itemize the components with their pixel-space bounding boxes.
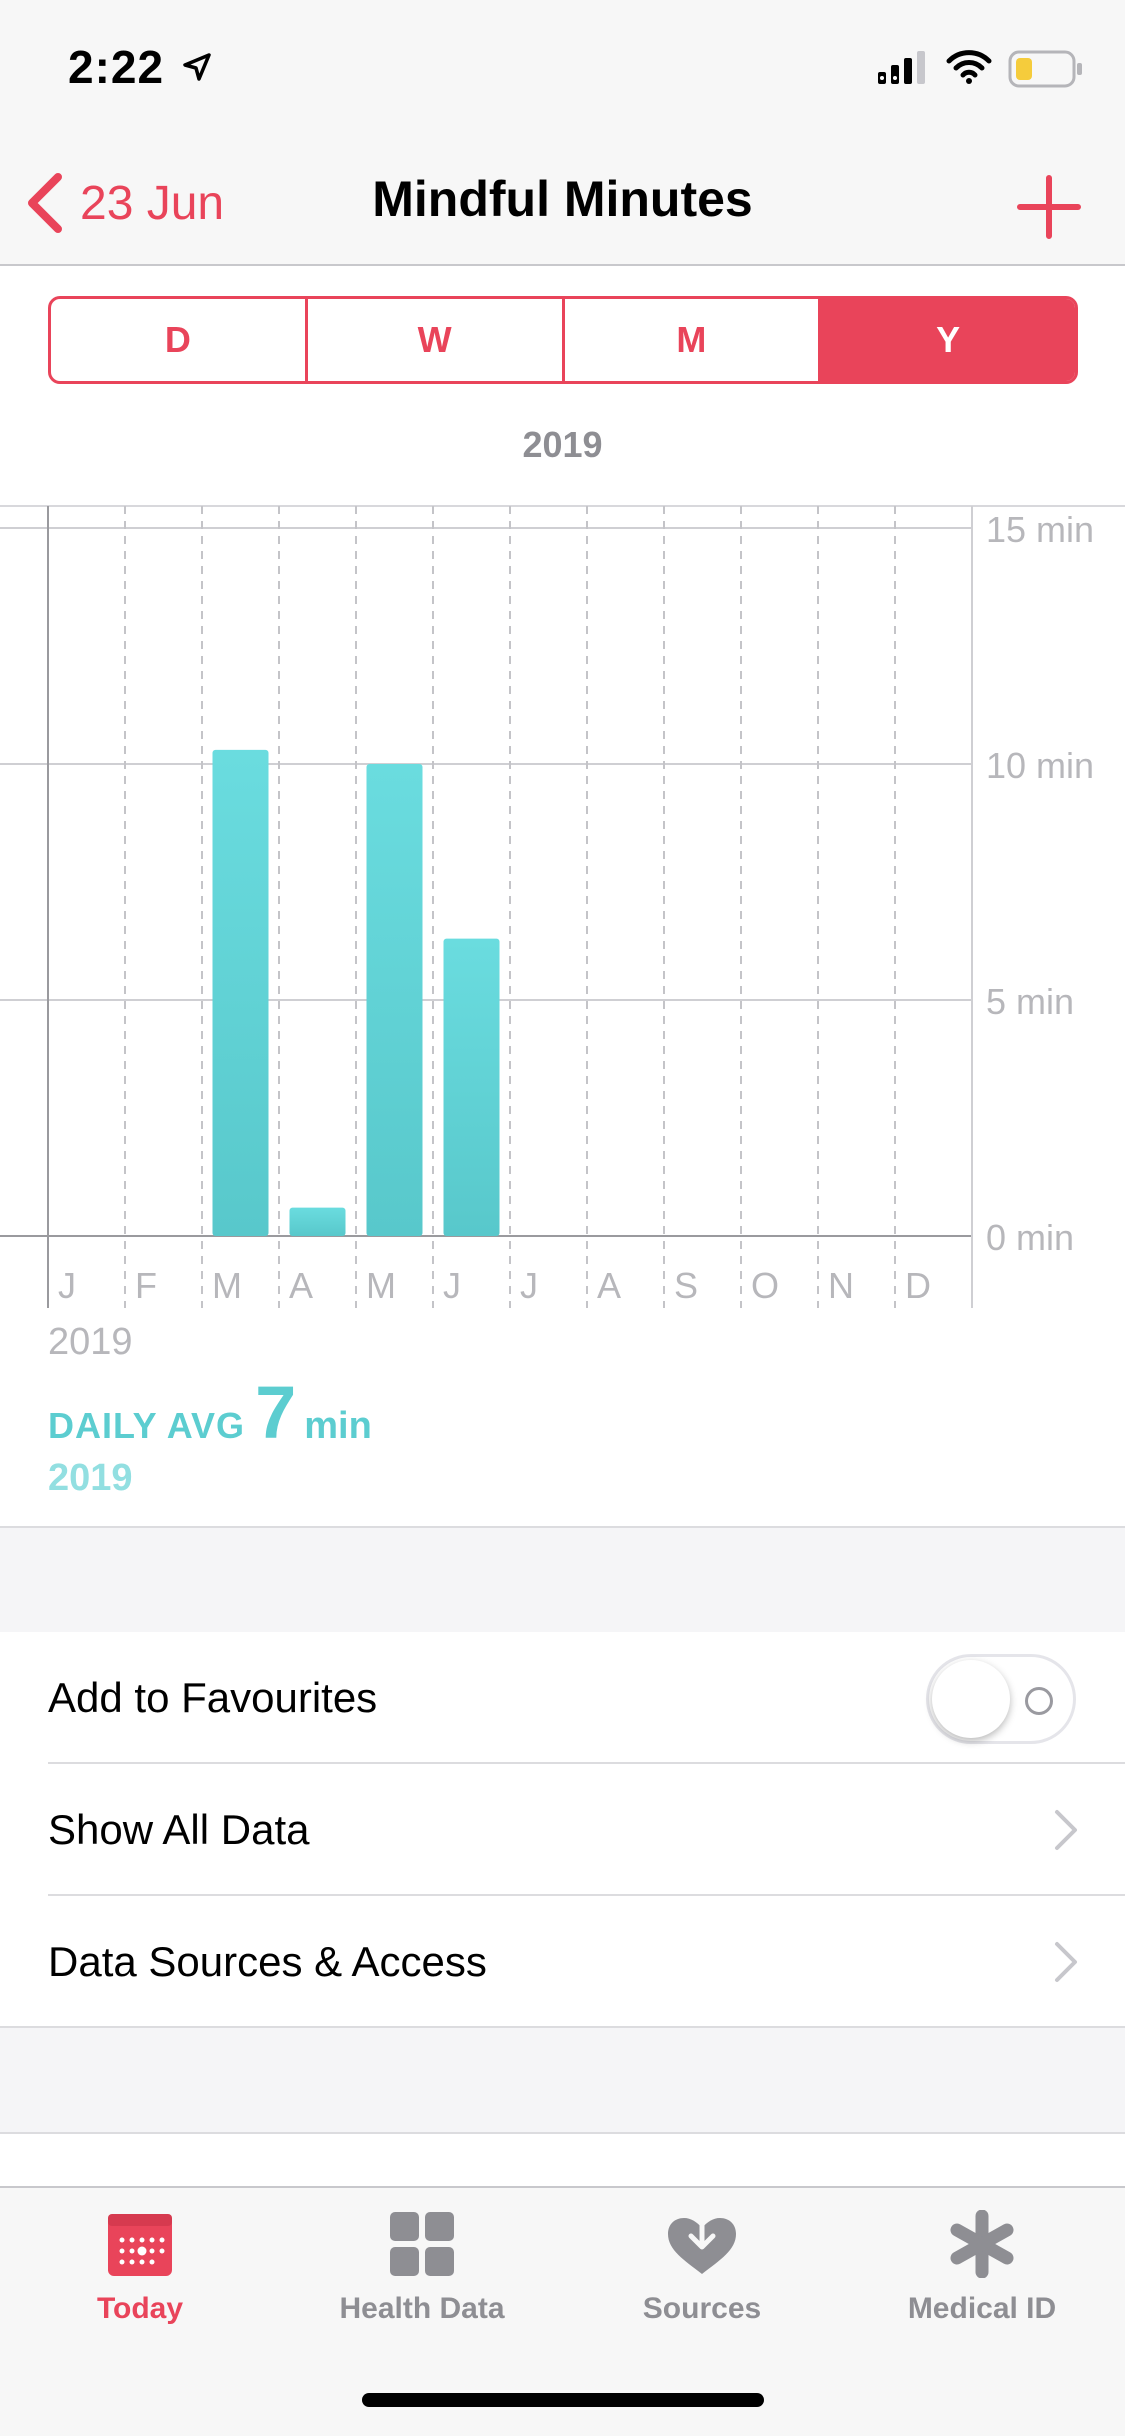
favourites-label: Add to Favourites [48, 1674, 378, 1721]
data-sources-row[interactable]: Data Sources & Access [0, 1896, 1125, 2028]
bar-5 [366, 764, 423, 1236]
battery-icon [1008, 50, 1082, 88]
section-separator [0, 1526, 1125, 1634]
time-range-segmented-control: D W M Y [48, 296, 1078, 384]
options-list: Add to Favourites Show All Data Data Sou… [0, 1632, 1125, 2028]
daily-avg-label: DAILY AVG [48, 1405, 246, 1446]
toggle-off-indicator-icon [1025, 1687, 1053, 1715]
daily-avg-year: 2019 [48, 1457, 133, 1499]
tab-today[interactable]: Today [10, 2210, 270, 2326]
data-sources-label: Data Sources & Access [48, 1938, 487, 1985]
home-indicator [362, 2393, 764, 2407]
back-button[interactable]: 23 Jun [24, 168, 224, 238]
x-tick-label: J [58, 1265, 76, 1306]
bar-6 [443, 938, 500, 1236]
tab-label: Today [96, 2292, 184, 2325]
bar-4 [289, 1207, 346, 1236]
row-divider [48, 1762, 1125, 1764]
location-arrow-icon [183, 53, 211, 81]
add-data-button[interactable] [1014, 172, 1084, 242]
x-tick-label: S [674, 1265, 698, 1306]
segment-month[interactable]: M [565, 299, 822, 381]
y-tick-label: 5 min [986, 981, 1074, 1022]
tab-health-data[interactable]: Health Data [292, 2210, 552, 2326]
grid-icon [390, 2212, 454, 2276]
segment-week[interactable]: W [308, 299, 565, 381]
x-tick-label: A [289, 1265, 313, 1306]
x-tick-label: J [443, 1265, 461, 1306]
x-tick-label: O [751, 1265, 779, 1306]
chevron-right-icon [1055, 1942, 1077, 1982]
back-label: 23 Jun [80, 176, 225, 230]
x-tick-label: M [212, 1265, 242, 1306]
heart-download-icon [668, 2210, 736, 2274]
favourites-row: Add to Favourites [0, 1632, 1125, 1764]
bar-3 [212, 749, 269, 1236]
asterisk-icon [950, 2210, 1014, 2278]
x-tick-label: J [520, 1265, 538, 1306]
favourites-toggle[interactable] [926, 1654, 1076, 1744]
date-range-label: 2019 [522, 424, 603, 465]
show-all-data-row[interactable]: Show All Data [0, 1764, 1125, 1896]
daily-avg-unit: min [304, 1405, 372, 1447]
status-bar: 2:22 [0, 0, 1125, 140]
segment-day[interactable]: D [51, 299, 308, 381]
tab-sources[interactable]: Sources [572, 2210, 832, 2326]
daily-avg-value: 7 [255, 1371, 297, 1454]
navigation-bar: 23 Jun Mindful Minutes [0, 140, 1125, 266]
chevron-left-icon [28, 173, 62, 233]
status-time: 2:22 [68, 41, 165, 93]
x-tick-label: F [135, 1265, 157, 1306]
cellular-signal-icon [878, 51, 925, 84]
section-separator-bottom [0, 2026, 1125, 2134]
segment-year[interactable]: Y [821, 299, 1075, 381]
row-divider [48, 1894, 1125, 1896]
x-tick-label: M [366, 1265, 396, 1306]
tab-label: Sources [642, 2292, 762, 2325]
daily-average-summary: DAILY AVG 7 min 2019 [48, 1370, 372, 1500]
mindful-minutes-chart[interactable]: 15 min 10 min 5 min 0 min J F M A M J J A S O N D 2019 [0, 500, 1125, 1360]
page-title: Mindful Minutes [372, 171, 753, 227]
x-year-label: 2019 [48, 1321, 133, 1360]
x-tick-label: N [828, 1265, 854, 1306]
calendar-icon [108, 2214, 172, 2276]
show-all-data-label: Show All Data [48, 1806, 310, 1853]
x-tick-label: D [905, 1265, 931, 1306]
y-tick-label: 0 min [986, 1217, 1074, 1258]
wifi-icon [946, 50, 992, 84]
y-tick-label: 15 min [986, 509, 1094, 550]
tab-label: Medical ID [907, 2292, 1057, 2325]
chevron-right-icon [1055, 1810, 1077, 1850]
tab-medical-id[interactable]: Medical ID [852, 2210, 1112, 2326]
tab-label: Health Data [339, 2292, 505, 2325]
toggle-knob [932, 1660, 1010, 1738]
y-tick-label: 10 min [986, 745, 1094, 786]
x-tick-label: A [597, 1265, 621, 1306]
